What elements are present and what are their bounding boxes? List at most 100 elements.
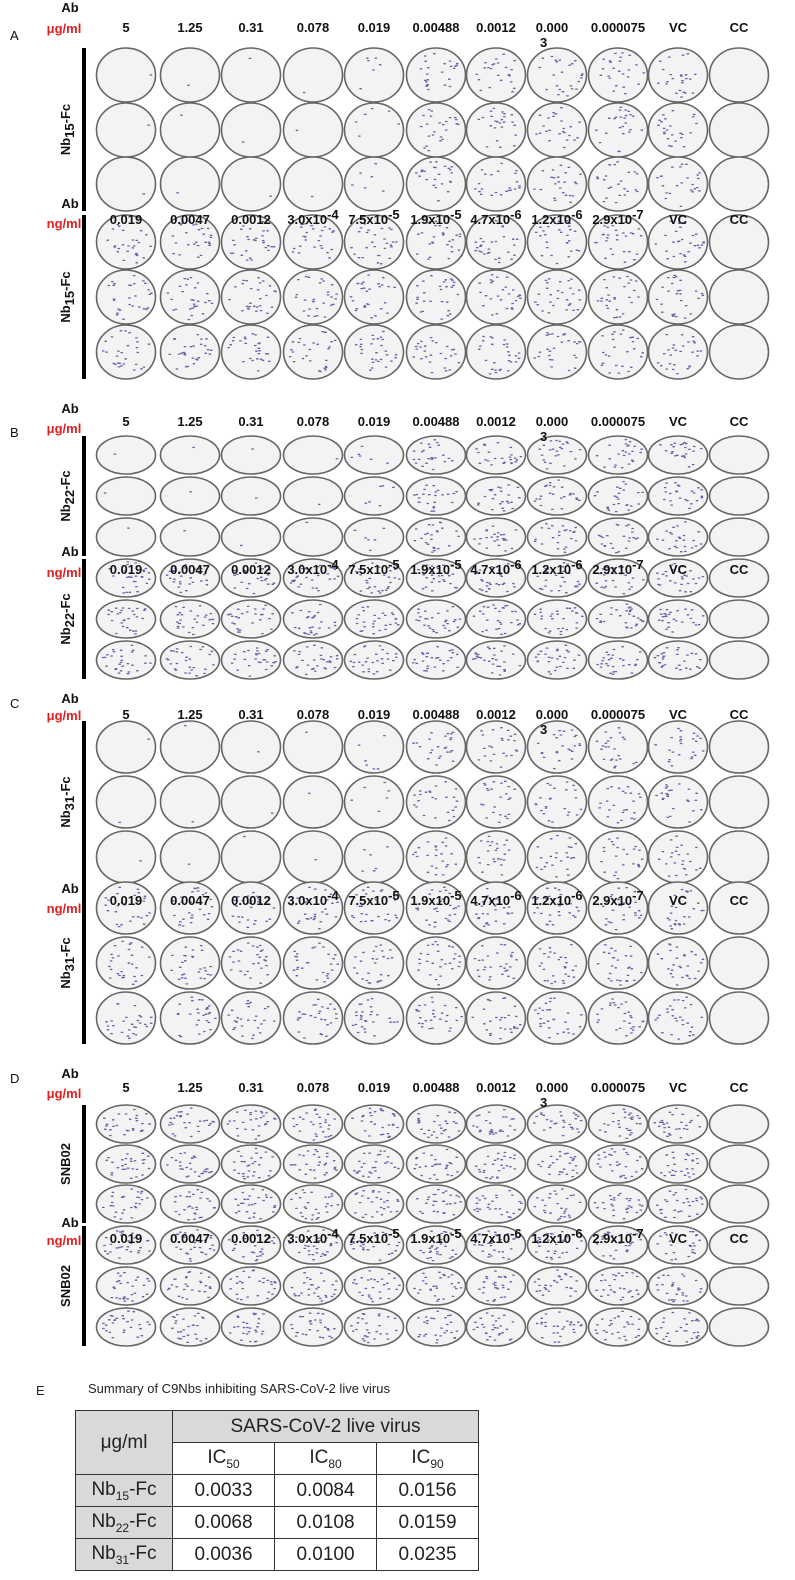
- concentration-label: 0.019: [110, 1231, 143, 1246]
- well: [708, 435, 770, 475]
- well: [708, 517, 770, 557]
- well: [282, 1184, 344, 1224]
- exponent: -5: [450, 207, 462, 222]
- antibody-name: SNB02: [58, 1265, 73, 1307]
- well: [159, 830, 221, 884]
- well: [95, 1184, 157, 1224]
- concentration-label: CC: [730, 562, 749, 577]
- plaques: [656, 333, 703, 375]
- well: [587, 435, 649, 475]
- antibody-name: Nb: [58, 627, 73, 644]
- plaques: [107, 607, 147, 635]
- well: [95, 269, 157, 325]
- well: [587, 47, 649, 103]
- well: [526, 991, 588, 1045]
- plaques: [228, 277, 277, 314]
- well: [95, 324, 157, 380]
- plaques: [350, 445, 389, 464]
- well: [465, 1144, 527, 1184]
- plaques: [533, 607, 584, 636]
- plaques: [349, 645, 398, 675]
- well: [282, 1144, 344, 1184]
- plaques: [533, 164, 582, 203]
- well: [526, 1266, 588, 1306]
- plaques: [472, 1108, 516, 1137]
- plaques: [655, 783, 703, 823]
- unit-label: μg/ml: [47, 708, 82, 723]
- plaques: [412, 336, 461, 374]
- plaques: [417, 1111, 461, 1139]
- ab-label: Ab: [61, 196, 78, 211]
- concentration-label: 1.9x10-5: [410, 1226, 461, 1246]
- well: [405, 269, 467, 325]
- exponent: -4: [327, 207, 339, 222]
- concentration-label: 0.0012: [476, 414, 516, 429]
- well: [405, 1307, 467, 1347]
- exponent: -7: [632, 557, 644, 572]
- well: [95, 517, 157, 557]
- well: [587, 517, 649, 557]
- exponent: -5: [450, 1226, 462, 1241]
- plaques: [351, 1107, 399, 1138]
- plaques: [656, 163, 701, 208]
- concentration-label: 1.2x10-6: [531, 888, 582, 908]
- unit-label: ng/ml: [47, 565, 82, 580]
- well: [587, 324, 649, 380]
- well: [282, 1266, 344, 1306]
- concentration-label: 2.9x10-7: [592, 207, 643, 227]
- plaques: [593, 1192, 644, 1220]
- antibody-label: SNB02: [58, 1143, 73, 1185]
- plaques: [536, 729, 582, 770]
- well: [587, 1184, 649, 1224]
- mantissa: 4.7x10: [470, 562, 510, 577]
- concentration-label: 0.0012: [476, 20, 516, 35]
- plaques: [595, 106, 643, 153]
- well: [465, 830, 527, 884]
- well: [343, 1184, 405, 1224]
- exponent: -6: [571, 557, 583, 572]
- plaques: [349, 274, 396, 319]
- exponent: -5: [388, 207, 400, 222]
- concentration-label: 0.00488: [413, 20, 460, 35]
- plaques: [474, 563, 516, 593]
- well: [708, 156, 770, 212]
- plaques: [600, 837, 644, 880]
- concentration-label: 0.0012: [231, 212, 271, 227]
- well: [159, 102, 221, 158]
- plaques: [105, 1002, 153, 1039]
- plaques: [536, 562, 581, 594]
- plaques: [417, 564, 458, 592]
- well: [343, 640, 405, 680]
- well: [465, 476, 527, 516]
- ic-header: IC90: [376, 1442, 479, 1475]
- plaques: [102, 1188, 149, 1220]
- group-bar: [82, 1226, 86, 1346]
- unit-label: ng/ml: [47, 1233, 82, 1248]
- well: [526, 1104, 588, 1144]
- plaques: [166, 1271, 212, 1300]
- plaques: [351, 163, 385, 192]
- well: [405, 214, 467, 270]
- plaques: [290, 886, 339, 930]
- plaques: [597, 523, 639, 554]
- plaques: [415, 275, 460, 320]
- mantissa: 1.9x10: [410, 212, 450, 227]
- concentration-label: 7.5x10-5: [348, 888, 399, 908]
- well: [647, 775, 709, 829]
- panel-letter: B: [10, 425, 19, 440]
- plaques: [415, 606, 462, 634]
- plaques: [229, 1312, 265, 1343]
- antibody-label: Nb15-Fc: [58, 104, 77, 155]
- well: [465, 102, 527, 158]
- concentration-label: 0.31: [238, 1080, 263, 1095]
- antibody-label: SNB02: [58, 1265, 73, 1307]
- well: [343, 476, 405, 516]
- plaques: [473, 943, 518, 981]
- concentration-label: 2.9x10-7: [592, 557, 643, 577]
- plaques: [477, 484, 521, 512]
- plaques: [478, 335, 521, 375]
- exponent: -5: [388, 888, 400, 903]
- well: [159, 936, 221, 990]
- concentration-label: 0.0012: [231, 562, 271, 577]
- well: [343, 156, 405, 212]
